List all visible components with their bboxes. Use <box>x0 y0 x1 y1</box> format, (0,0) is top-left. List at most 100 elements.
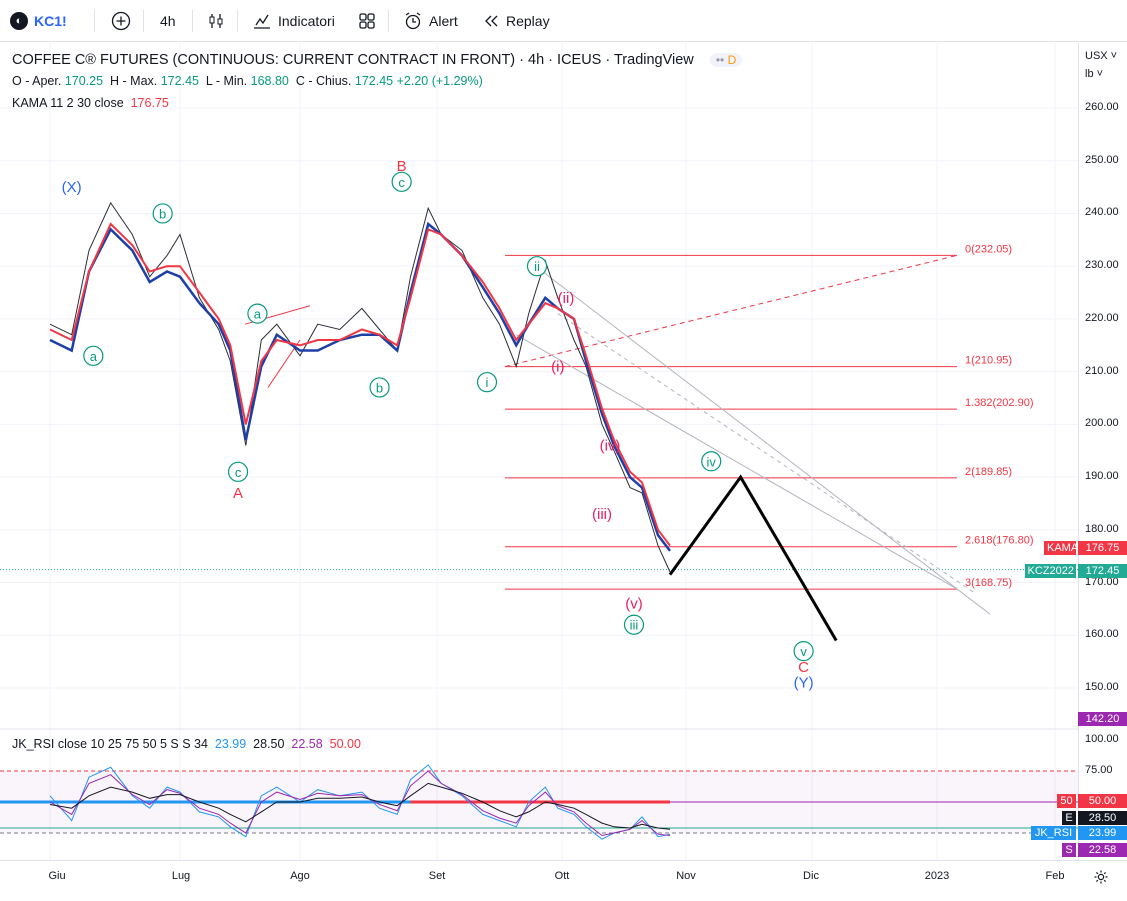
price-tick: 180.00 <box>1085 522 1119 535</box>
indicators-button[interactable]: Indicatori <box>252 0 335 42</box>
time-tick: Giu <box>48 870 66 882</box>
fib-level-label: 3(168.75) <box>965 577 1012 589</box>
wave-label-circle <box>152 203 173 224</box>
kama-legend[interactable]: KAMA 11 2 30 close 176.75 <box>12 96 169 110</box>
fib-level-label: 2(189.85) <box>965 466 1012 478</box>
price-tick: 230.00 <box>1085 259 1119 272</box>
indicators-label: Indicatori <box>278 13 335 29</box>
projection-path <box>668 474 838 642</box>
time-tick: Dic <box>803 870 819 882</box>
price-label-value[interactable]: 176.75 <box>1078 541 1127 555</box>
symbol-name: KC1! <box>34 13 67 29</box>
unit-selector[interactable]: lb ˅ <box>1085 68 1104 80</box>
alert-button[interactable]: Alert <box>403 0 458 42</box>
price-label-tag[interactable]: S <box>1062 843 1076 857</box>
price-tick: 170.00 <box>1085 575 1119 588</box>
wave-label: (ii) <box>558 290 575 307</box>
rsi-pane-background <box>0 770 1078 834</box>
wave-label-circle <box>369 377 390 398</box>
wave-label: iii <box>630 618 639 633</box>
rsi-legend[interactable]: JK_RSI close 10 25 75 50 5 S S 34 23.99 … <box>12 737 361 751</box>
wave-label: a <box>90 349 98 364</box>
moving-average-line <box>49 221 671 552</box>
top-toolbar: ◐ KC1! 4h Indicatori Alert Replay <box>0 0 1127 42</box>
price-label-tag[interactable]: 50 <box>1057 794 1076 808</box>
wave-label: (v) <box>625 596 643 613</box>
price-series <box>49 201 671 573</box>
price-axis[interactable]: USX ˅ lb ˅ 260.00 250.00 240.00 230.00 220.0… <box>1078 43 1127 860</box>
wave-label-circle <box>793 640 814 662</box>
fib-level-label: 1(210.95) <box>965 355 1012 367</box>
price-label-value[interactable]: 142.20 <box>1078 712 1127 726</box>
chart-type-button[interactable] <box>206 0 226 42</box>
price-label-tag[interactable]: KCZ2022 <box>1024 564 1076 578</box>
time-tick: Ago <box>290 870 310 882</box>
wave-label: A <box>233 485 243 502</box>
symbol-search[interactable]: ◐ KC1! <box>10 0 67 42</box>
wave-label: b <box>376 380 383 395</box>
price-label-tag[interactable]: E <box>1062 811 1076 825</box>
kama-line <box>49 222 671 547</box>
price-tick: 160.00 <box>1085 628 1119 641</box>
chart-title-legend: COFFEE C® FUTURES (CONTINUOUS: CURRENT C… <box>12 52 743 68</box>
chart-settings-button[interactable] <box>1093 869 1109 890</box>
wave-label: (X) <box>62 179 82 196</box>
rsi-line <box>49 764 671 840</box>
wave-label: v <box>800 644 807 659</box>
price-label-value[interactable]: 50.00 <box>1078 794 1127 808</box>
price-tick: 190.00 <box>1085 470 1119 483</box>
wave-label-circle <box>526 256 548 277</box>
projection-line <box>668 474 838 642</box>
fib-level-label: 2.618(176.80) <box>965 535 1034 547</box>
price-label-value[interactable]: 172.45 <box>1078 564 1127 578</box>
price-label-value[interactable]: 22.58 <box>1078 843 1127 857</box>
time-axis[interactable]: Giu Lug Ago Set Ott Nov Dic 2023 Feb <box>0 860 1127 901</box>
candlestick-icon <box>209 14 223 28</box>
wave-label-circle <box>391 171 412 192</box>
currency-selector[interactable]: USX ˅ <box>1085 50 1118 62</box>
wave-label: c <box>235 465 242 480</box>
channel-mid <box>557 313 976 594</box>
time-tick: Set <box>428 870 446 882</box>
price-tick: 240.00 <box>1085 206 1119 219</box>
wave-labels: (X)abcAabBciii(ii)(i)(iv)iv(iii)(v)iiivC… <box>62 158 814 692</box>
compare-button[interactable] <box>111 0 131 42</box>
wave-label-circle <box>476 372 498 393</box>
symbol-logo-icon: ◐ <box>10 12 28 30</box>
delay-badge[interactable]: •• D <box>709 53 743 67</box>
replay-button[interactable]: Replay <box>482 0 550 42</box>
chart-title: COFFEE C® FUTURES (CONTINUOUS: CURRENT C… <box>12 52 694 68</box>
fibonacci-extension: 0(232.05) 1(210.95) 1.382(202.90) 2(189.85)… <box>0 243 1078 590</box>
interval-button[interactable]: 4h <box>160 0 176 42</box>
price-tick: 220.00 <box>1085 311 1119 324</box>
rsi-series <box>49 764 671 840</box>
time-tick: Nov <box>676 870 696 882</box>
gear-icon <box>1094 870 1108 884</box>
rsi-ema-line <box>49 782 671 830</box>
wave-label: c <box>398 175 405 190</box>
chart-canvas[interactable]: 0(232.05) 1(210.95) 1.382(202.90) 2(189.85)… <box>0 43 1078 860</box>
wave-label: (Y) <box>794 675 814 692</box>
price-tick: 200.00 <box>1085 417 1119 430</box>
replay-label: Replay <box>506 13 550 29</box>
ohlc-legend: O - Aper. 170.25 H - Max. 172.45 L - Min… <box>12 74 483 88</box>
wave-label: i <box>486 375 489 390</box>
layouts-button[interactable] <box>357 0 377 42</box>
price-label-tag[interactable]: KAMA <box>1044 541 1078 555</box>
wave-label-circle <box>623 614 645 635</box>
alarm-clock-icon <box>405 12 421 30</box>
time-tick: Lug <box>171 870 191 882</box>
wave-label: b <box>159 206 166 221</box>
wave-label-circle <box>227 461 249 482</box>
alert-label: Alert <box>429 13 458 29</box>
price-label-value[interactable]: 28.50 <box>1078 811 1127 825</box>
add-symbol-icon <box>111 11 131 31</box>
price-label-value[interactable]: 23.99 <box>1078 826 1127 840</box>
rsi-tick: 75.00 <box>1085 764 1113 776</box>
wave-label-circle <box>247 303 268 324</box>
trend-line-dashed <box>504 254 958 368</box>
wave-label-circle <box>83 345 104 366</box>
price-label-tag[interactable]: JK_RSI <box>1031 826 1076 840</box>
wave-label: (iv) <box>600 437 621 454</box>
chart-grid <box>0 43 1078 860</box>
